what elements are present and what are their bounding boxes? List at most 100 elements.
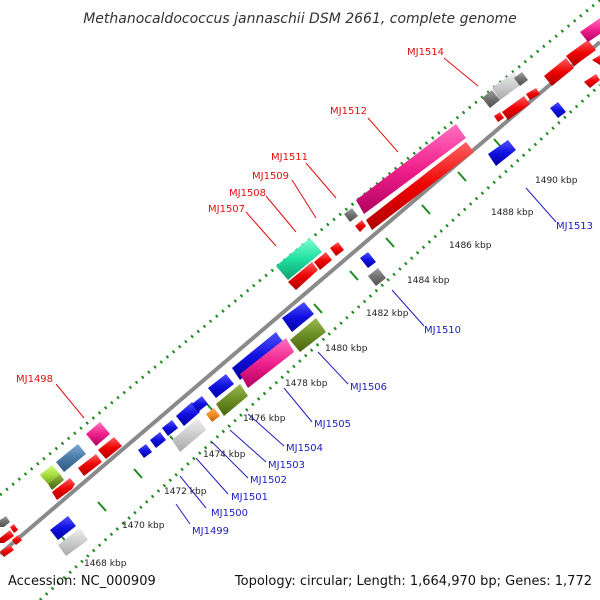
- gene-label-mj1505[interactable]: MJ1505: [314, 419, 351, 430]
- gene-feature-red[interactable]: [52, 478, 75, 500]
- gene-feature-blue[interactable]: [176, 402, 200, 426]
- callout-mj1504: [247, 413, 285, 447]
- reverse-genes: [50, 102, 566, 556]
- gene-feature-gray[interactable]: [0, 516, 10, 527]
- gene-feature-blue[interactable]: [138, 444, 152, 458]
- gene-feature-red[interactable]: [494, 112, 504, 122]
- gene-feature-blue[interactable]: [50, 516, 76, 540]
- gene-feature-olive[interactable]: [290, 318, 326, 352]
- gene-label-mj1508[interactable]: MJ1508: [229, 188, 266, 199]
- genome-backbone: [0, 40, 600, 556]
- callout-mj1511: [305, 162, 337, 199]
- gene-feature-blue[interactable]: [282, 302, 314, 332]
- gene-feature-olive[interactable]: [216, 384, 248, 416]
- callout-mj1510: [391, 289, 425, 327]
- gene-feature-pink[interactable]: [580, 18, 600, 42]
- gene-feature-red[interactable]: [592, 55, 600, 65]
- gene-feature-lgray[interactable]: [172, 418, 206, 452]
- tick-label-1478: 1478 kbp: [285, 379, 328, 389]
- gene-feature-gray[interactable]: [368, 268, 386, 286]
- gene-feature-pink[interactable]: [86, 422, 110, 446]
- callout-mj1509: [291, 179, 317, 219]
- gene-feature-blue[interactable]: [150, 432, 166, 448]
- callout-lines: [55, 57, 557, 525]
- gene-label-mj1512[interactable]: MJ1512: [330, 106, 367, 117]
- gene-feature-red[interactable]: [526, 88, 540, 100]
- gene-label-mj1498[interactable]: MJ1498: [16, 374, 53, 385]
- gene-feature-blue[interactable]: [360, 252, 376, 268]
- gene-feature-gray[interactable]: [482, 90, 500, 108]
- callout-mj1507: [245, 211, 277, 247]
- callout-mj1505: [283, 387, 313, 423]
- gene-label-mj1510[interactable]: MJ1510: [424, 325, 461, 336]
- gene-label-mj1503[interactable]: MJ1503: [268, 460, 305, 471]
- gene-label-mj1507[interactable]: MJ1507: [208, 204, 245, 215]
- gene-feature-gray[interactable]: [344, 208, 358, 222]
- gene-feature-cyan[interactable]: [276, 238, 322, 280]
- gene-feature-steel[interactable]: [56, 444, 86, 472]
- gene-feature-blue[interactable]: [488, 140, 516, 166]
- tick-label-1476: 1476 kbp: [243, 414, 286, 424]
- tick-label-1470: 1470 kbp: [122, 521, 165, 531]
- gene-feature-orange[interactable]: [206, 408, 220, 422]
- accession-text: Accession: NC_000909: [8, 574, 156, 589]
- gene-feature-pink[interactable]: [356, 124, 466, 214]
- gene-feature-blue[interactable]: [162, 420, 178, 436]
- tick-label-1486: 1486 kbp: [449, 241, 492, 251]
- gene-feature-olive[interactable]: [48, 474, 64, 490]
- gene-feature-blue[interactable]: [232, 332, 284, 380]
- gene-label-mj1514[interactable]: MJ1514: [407, 47, 444, 58]
- callout-mj1502: [211, 441, 249, 479]
- gene-feature-red[interactable]: [330, 242, 344, 256]
- callout-mj1500: [179, 475, 207, 509]
- callout-mj1513: [525, 187, 557, 223]
- gene-feature-red[interactable]: [0, 530, 14, 543]
- scale-tick-labels: 1468 kbp 1470 kbp 1472 kbp 1474 kbp 1476…: [84, 176, 578, 569]
- map-title: Methanocaldococcus jannaschii DSM 2661, …: [83, 11, 517, 27]
- topology-summary: Topology: circular; Length: 1,664,970 bp…: [234, 574, 592, 589]
- callout-mj1506: [317, 351, 349, 385]
- gene-feature-red[interactable]: [366, 142, 474, 230]
- gene-feature-red[interactable]: [0, 545, 14, 557]
- gene-feature-red[interactable]: [544, 58, 574, 86]
- callout-mj1499: [175, 503, 191, 525]
- forward-genes: [0, 18, 600, 557]
- callout-mj1503: [229, 429, 267, 463]
- gene-feature-gray[interactable]: [514, 72, 528, 86]
- gene-feature-red[interactable]: [584, 74, 600, 88]
- callout-mj1514: [443, 57, 479, 87]
- gene-feature-red[interactable]: [355, 220, 366, 232]
- gene-label-mj1509[interactable]: MJ1509: [252, 171, 289, 182]
- gene-label-mj1513[interactable]: MJ1513: [556, 221, 593, 232]
- gene-feature-red[interactable]: [502, 96, 530, 120]
- gene-feature-red[interactable]: [98, 437, 122, 459]
- tick-label-1488: 1488 kbp: [491, 208, 534, 218]
- tick-label-1480: 1480 kbp: [325, 344, 368, 354]
- gene-feature-red[interactable]: [566, 40, 596, 66]
- callout-mj1512: [367, 117, 399, 153]
- gene-feature-lgray[interactable]: [492, 72, 522, 100]
- gene-label-mj1500[interactable]: MJ1500: [211, 508, 248, 519]
- inner-gene-labels: MJ1499 MJ1500 MJ1501 MJ1502 MJ1503 MJ150…: [192, 221, 593, 537]
- gene-feature-red[interactable]: [314, 252, 332, 270]
- gene-label-mj1499[interactable]: MJ1499: [192, 526, 229, 537]
- gene-feature-red[interactable]: [78, 454, 102, 476]
- gene-feature-red[interactable]: [10, 524, 18, 533]
- gene-label-mj1506[interactable]: MJ1506: [350, 382, 387, 393]
- gene-feature-red[interactable]: [288, 262, 318, 290]
- gene-feature-red[interactable]: [12, 535, 22, 545]
- gene-label-mj1504[interactable]: MJ1504: [286, 443, 323, 454]
- gene-label-mj1511[interactable]: MJ1511: [271, 152, 308, 163]
- gene-feature-blue[interactable]: [192, 396, 208, 412]
- callout-mj1501: [195, 457, 229, 495]
- gene-feature-lgray[interactable]: [58, 528, 88, 556]
- gene-feature-blue[interactable]: [208, 374, 234, 398]
- gene-feature-pink[interactable]: [240, 338, 294, 388]
- gene-label-mj1501[interactable]: MJ1501: [231, 492, 268, 503]
- tick-label-1468: 1468 kbp: [84, 559, 127, 569]
- tick-label-1472: 1472 kbp: [164, 487, 207, 497]
- callout-mj1498: [55, 383, 85, 419]
- gene-feature-blue[interactable]: [550, 102, 566, 118]
- gene-label-mj1502[interactable]: MJ1502: [250, 475, 287, 486]
- gene-feature-lime[interactable]: [40, 465, 60, 484]
